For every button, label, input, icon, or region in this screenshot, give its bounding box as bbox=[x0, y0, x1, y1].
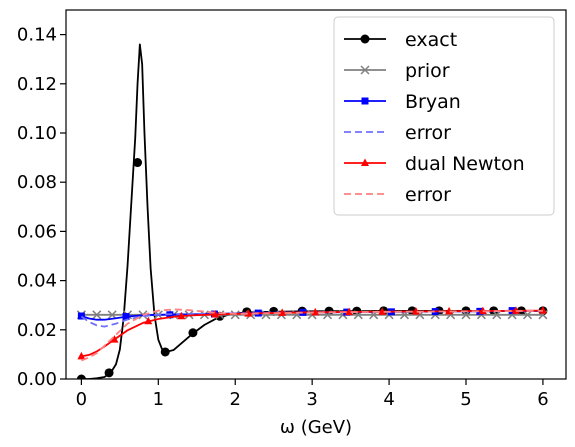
marker-dual-newton bbox=[211, 310, 220, 318]
legend-entry-bryan: Bryan bbox=[344, 91, 461, 113]
legend-entry-prior: prior bbox=[344, 60, 450, 82]
marker-dual-newton bbox=[445, 306, 454, 315]
marker-dual-newton bbox=[77, 351, 86, 360]
legend-label: prior bbox=[405, 60, 450, 82]
marker-exact bbox=[133, 158, 143, 168]
marker-prior bbox=[492, 310, 502, 320]
x-tick-label: 0 bbox=[76, 389, 87, 410]
marker-dual-newton bbox=[244, 309, 253, 317]
series-error-5 bbox=[81, 308, 543, 362]
marker-prior bbox=[230, 310, 240, 320]
legend-label: dual Newton bbox=[405, 153, 525, 175]
marker-prior bbox=[107, 310, 117, 320]
x-tick-label: 5 bbox=[460, 389, 471, 410]
legend-label: error bbox=[405, 122, 451, 144]
x-tick-label: 3 bbox=[306, 389, 317, 410]
marker-dual-newton bbox=[345, 307, 354, 316]
legend-label: error bbox=[405, 184, 451, 206]
marker-dual-newton bbox=[144, 316, 153, 325]
y-tick-label: 0.12 bbox=[17, 74, 57, 95]
y-tick-label: 0.04 bbox=[17, 271, 57, 292]
marker-exact bbox=[76, 374, 86, 379]
x-tick-label: 6 bbox=[537, 389, 548, 410]
legend-label: exact bbox=[405, 29, 457, 51]
marker-exact bbox=[104, 368, 114, 378]
marker-dual-newton bbox=[177, 311, 186, 320]
y-tick-label: 0.10 bbox=[17, 123, 57, 144]
legend-entry-exact: exact bbox=[344, 29, 457, 51]
legend-entry-dual-newton: dual Newton bbox=[344, 153, 525, 175]
plot-frame bbox=[65, 9, 567, 380]
legend-entry-error: error bbox=[344, 122, 451, 144]
marker-dual-newton bbox=[512, 306, 520, 314]
series-layer bbox=[76, 43, 548, 379]
marker-prior bbox=[523, 310, 533, 320]
marker-dual-newton bbox=[110, 335, 119, 343]
y-tick-label: 0.00 bbox=[17, 369, 57, 390]
x-tick-label: 1 bbox=[153, 389, 164, 410]
x-axis-label: ω (GeV) bbox=[280, 417, 352, 438]
legend-marker bbox=[360, 34, 370, 44]
legend-label: Bryan bbox=[405, 91, 461, 113]
y-tick-label: 0.06 bbox=[17, 221, 57, 242]
marker-prior bbox=[92, 310, 102, 320]
legend-entry-error: error bbox=[344, 184, 451, 206]
series-line-error bbox=[81, 308, 543, 362]
marker-dual-newton bbox=[412, 307, 420, 315]
legend-marker bbox=[361, 158, 369, 166]
y-tick-label: 0.02 bbox=[17, 320, 57, 341]
legend: exact prior Bryan error dual Newton error bbox=[333, 16, 555, 216]
legend-marker bbox=[360, 65, 370, 75]
legend-marker bbox=[361, 97, 369, 105]
x-tick-label: 4 bbox=[383, 389, 394, 410]
axis-layer: 0 1 2 3 4 5 6 0.00 0.02 0.04 0.06 0.08 0.10 0.12 0.14 bbox=[17, 25, 549, 410]
marker-dual-newton bbox=[378, 307, 387, 315]
y-tick-label: 0.08 bbox=[17, 172, 57, 193]
y-tick-label: 0.14 bbox=[17, 25, 57, 46]
legend-box bbox=[333, 16, 555, 216]
series-exact-0 bbox=[76, 43, 548, 379]
marker-exact bbox=[188, 328, 198, 338]
x-tick-label: 2 bbox=[230, 389, 241, 410]
marker-bryan bbox=[77, 312, 85, 320]
marker-exact bbox=[160, 347, 170, 357]
marker-bryan bbox=[122, 313, 130, 321]
